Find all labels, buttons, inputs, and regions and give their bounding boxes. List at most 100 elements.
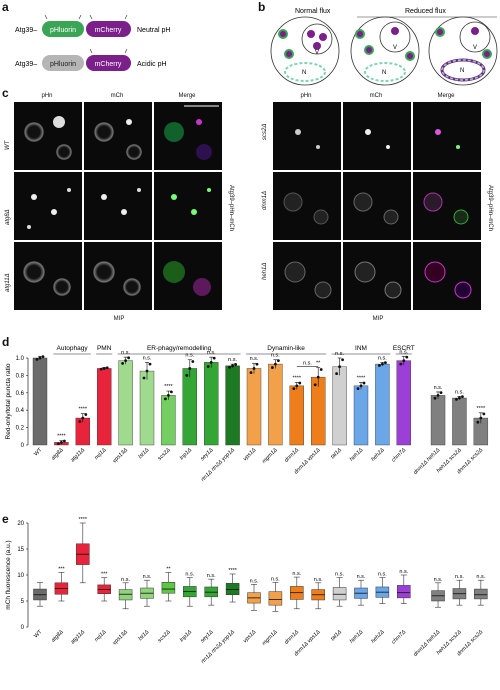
- data-point: [479, 416, 483, 420]
- nucleus-label: N: [382, 70, 386, 76]
- significance-label: n.s.: [271, 353, 280, 359]
- data-point: [271, 366, 274, 369]
- normal-flux-label: Normal flux: [295, 8, 331, 15]
- x-tick-label: lnp1Δ: [179, 629, 193, 643]
- bracket-label: n.s.: [303, 361, 312, 367]
- data-point: [316, 375, 320, 379]
- data-point: [319, 368, 323, 371]
- y-axis-label: mCh fluorescence (a.u.): [5, 540, 12, 609]
- row-label-atg11: atg11Δ: [5, 273, 11, 292]
- bar: [182, 368, 198, 446]
- group-label: Dynamin-like: [267, 345, 305, 352]
- bar: [289, 385, 304, 446]
- significance-label: n.s.: [250, 578, 259, 584]
- data-point: [338, 365, 341, 369]
- data-point: [231, 364, 235, 368]
- micrograph-atg8: [14, 172, 222, 240]
- chart-e: 0 5 10 15 20 mCh fluorescence (a.u.) WT *** atg8…: [0, 515, 500, 685]
- x-tick-label: lnp1Δ: [179, 447, 193, 461]
- data-point: [359, 384, 363, 388]
- significance-label: n.s.: [378, 355, 387, 361]
- bar: [430, 395, 446, 446]
- vacuole-label: V: [393, 45, 397, 51]
- data-point: [35, 357, 39, 361]
- col-head-phn-left: pHn: [41, 93, 53, 99]
- bar: [203, 362, 219, 446]
- micrograph-grid-left: [14, 102, 224, 312]
- group-label: ER-phagy/remodelling: [147, 345, 212, 352]
- significance-label: n.s.: [476, 574, 485, 580]
- x-tick-label: heh1Δ: [349, 447, 365, 463]
- data-point: [298, 381, 302, 385]
- data-point: [433, 396, 437, 400]
- group-label: ESCRT: [393, 345, 415, 352]
- data-point: [234, 363, 238, 366]
- significance-label: n.s.: [185, 572, 194, 578]
- micrograph-wt: [14, 102, 222, 170]
- x-tick-label: heh1Δ: [349, 629, 365, 645]
- bar: [96, 368, 112, 446]
- significance-label: n.s.: [271, 576, 280, 582]
- acidic-ph-label: Acidic pH: [137, 61, 167, 68]
- x-tick-label: atg11Δ: [70, 629, 87, 646]
- data-point: [209, 360, 213, 364]
- y-tick-label: 5: [21, 599, 25, 605]
- data-point: [458, 396, 461, 400]
- y-tick-label: 0: [21, 443, 25, 449]
- mcherry-label: mCherry: [95, 27, 122, 34]
- micrograph-atg11: [14, 242, 222, 310]
- x-tick-label: tal1Δ: [330, 629, 343, 642]
- panel-letter-e: e: [2, 512, 9, 526]
- significance-label: n.s.: [250, 356, 259, 362]
- vacuole-label: V: [315, 50, 319, 56]
- data-point: [362, 381, 366, 385]
- data-point: [170, 390, 173, 394]
- x-tick-label: lst1Δ: [138, 447, 151, 460]
- nucleus-label: N: [460, 68, 464, 74]
- data-point: [148, 362, 152, 366]
- significance-label: n.s.: [378, 572, 387, 578]
- data-point: [335, 372, 338, 376]
- col-head-phn-right: pHn: [300, 93, 312, 99]
- y-tick-label: 0.2: [16, 426, 25, 432]
- x-tick-label: nvj1Δ: [94, 629, 108, 643]
- significance-label: **: [316, 361, 321, 367]
- row-label-dnm1: dnm1Δ: [262, 190, 268, 210]
- box: [225, 583, 240, 596]
- data-point: [167, 394, 170, 397]
- data-point: [191, 360, 195, 363]
- data-point: [252, 367, 256, 370]
- micrograph-dnm1: [273, 172, 481, 240]
- box: [397, 585, 411, 599]
- box: [332, 587, 347, 601]
- data-point: [81, 416, 85, 420]
- data-point: [212, 356, 216, 360]
- significance-label: n.s.: [292, 571, 301, 577]
- bar: [118, 360, 133, 446]
- data-point: [341, 358, 344, 362]
- construct-acidic: Atg39– pHluorin mCherry Acidic pH: [15, 48, 167, 71]
- group-label: PMN: [97, 345, 112, 352]
- significance-label: n.s.: [185, 353, 194, 359]
- x-tick-label: sey1Δ: [200, 629, 215, 644]
- x-tick-label: heh2Δ: [370, 629, 386, 645]
- data-point: [228, 365, 232, 369]
- data-point: [185, 374, 189, 377]
- panel-letter-d: d: [2, 335, 10, 349]
- x-tick-label: atg8Δ: [50, 447, 65, 462]
- group-label: Autophagy: [57, 345, 89, 352]
- x-tick-label: atg11Δ: [70, 447, 87, 464]
- significance-label: n.s.: [335, 351, 344, 357]
- y-tick-label: 0: [21, 625, 25, 631]
- data-point: [277, 359, 280, 363]
- bar: [32, 357, 48, 446]
- x-tick-label: vps13Δ: [112, 447, 129, 464]
- box: [474, 588, 488, 600]
- phluorin-box: [42, 55, 84, 71]
- bar: [268, 363, 283, 446]
- x-tick-label: sey1Δ: [200, 447, 215, 462]
- significance-label: ****: [57, 434, 66, 440]
- construct-prefix: Atg39–: [15, 61, 37, 68]
- significance-label: ****: [477, 406, 486, 412]
- significance-label: n.s.: [335, 572, 344, 578]
